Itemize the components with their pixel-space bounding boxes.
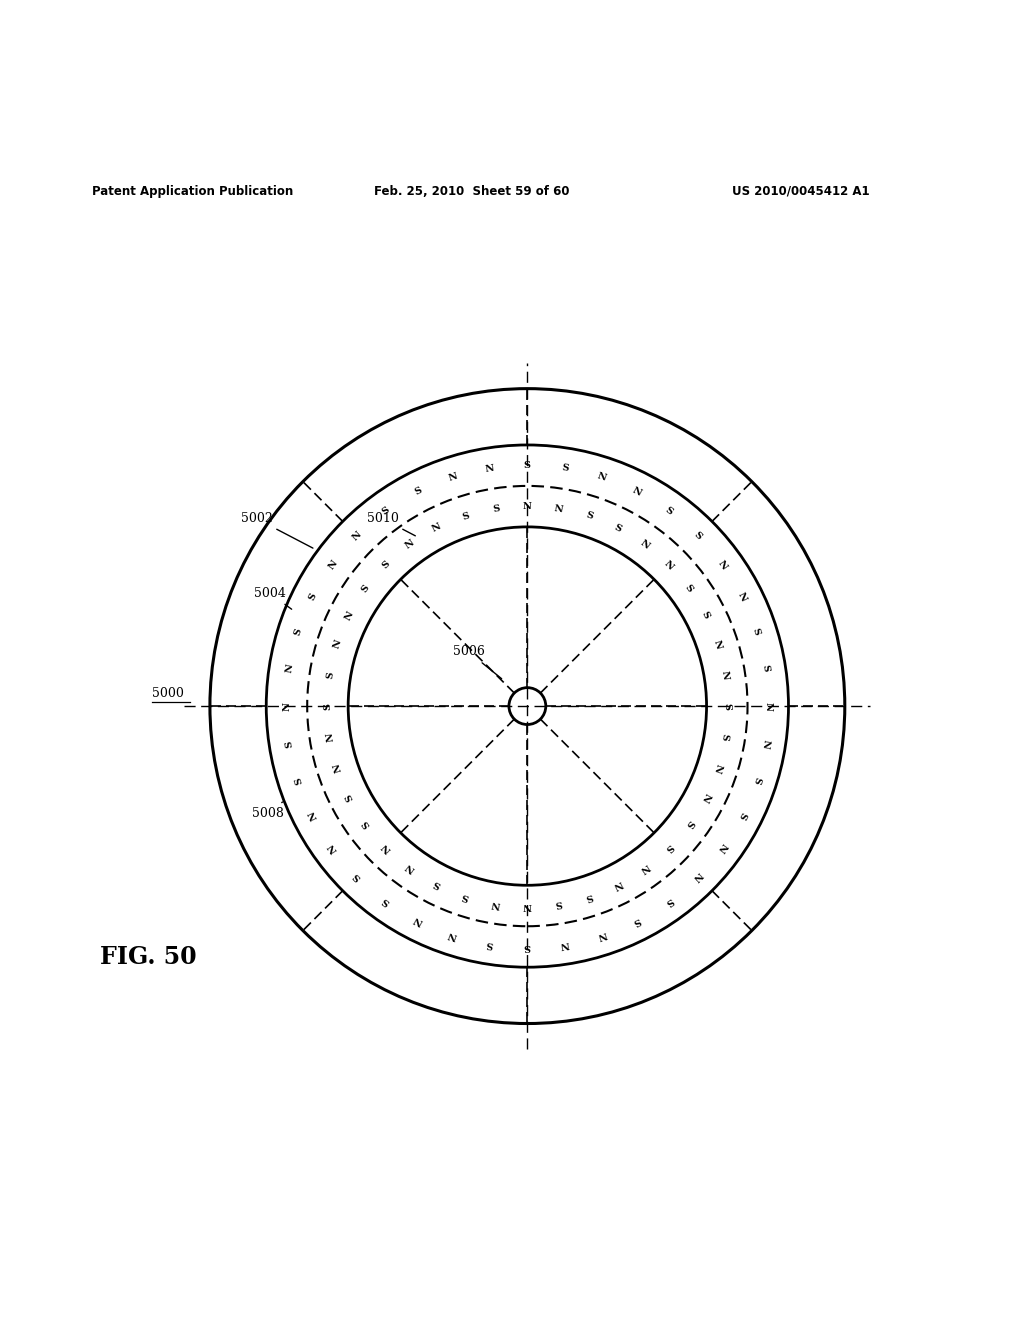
Text: S: S bbox=[381, 895, 391, 907]
Text: N: N bbox=[343, 610, 355, 622]
Text: N: N bbox=[327, 841, 339, 854]
Text: FIG. 50: FIG. 50 bbox=[100, 945, 197, 969]
Text: S: S bbox=[326, 671, 335, 678]
Text: N: N bbox=[720, 669, 730, 680]
Text: S: S bbox=[461, 511, 470, 521]
Text: N: N bbox=[447, 471, 459, 483]
Text: S: S bbox=[360, 818, 372, 829]
Text: N: N bbox=[412, 915, 424, 927]
Text: S: S bbox=[723, 702, 731, 710]
Text: N: N bbox=[403, 862, 416, 874]
Text: S: S bbox=[683, 818, 694, 829]
Text: N: N bbox=[639, 539, 651, 550]
Text: S: S bbox=[461, 891, 470, 902]
Text: S: S bbox=[664, 506, 674, 517]
Text: N: N bbox=[307, 809, 318, 821]
Text: S: S bbox=[664, 895, 674, 907]
Text: S: S bbox=[524, 942, 530, 952]
Text: N: N bbox=[760, 739, 770, 748]
Text: N: N bbox=[612, 878, 624, 890]
Text: N: N bbox=[447, 929, 459, 941]
Text: S: S bbox=[736, 810, 748, 821]
Text: N: N bbox=[596, 929, 607, 941]
Text: S: S bbox=[360, 583, 372, 594]
Text: N: N bbox=[596, 471, 607, 483]
Text: S: S bbox=[663, 842, 674, 853]
Text: N: N bbox=[560, 939, 570, 949]
Text: S: S bbox=[524, 461, 530, 470]
Text: N: N bbox=[351, 529, 364, 543]
Text: S: S bbox=[683, 583, 694, 594]
Text: S: S bbox=[381, 506, 391, 517]
Text: S: S bbox=[699, 610, 711, 620]
Text: S: S bbox=[381, 560, 392, 570]
Text: N: N bbox=[712, 639, 723, 649]
Text: S: S bbox=[632, 915, 642, 927]
Text: N: N bbox=[332, 762, 343, 774]
Text: 5006: 5006 bbox=[453, 645, 502, 678]
Text: 5000: 5000 bbox=[152, 686, 183, 700]
Text: N: N bbox=[716, 558, 728, 570]
Text: N: N bbox=[523, 502, 531, 511]
Text: S: S bbox=[751, 627, 762, 636]
Text: S: S bbox=[431, 878, 442, 890]
Text: N: N bbox=[332, 639, 343, 649]
Text: 5002: 5002 bbox=[241, 512, 313, 548]
Text: 5008: 5008 bbox=[252, 803, 284, 820]
Text: N: N bbox=[283, 702, 291, 710]
Text: S: S bbox=[585, 511, 594, 521]
Text: 5004: 5004 bbox=[254, 587, 292, 610]
Text: US 2010/0045412 A1: US 2010/0045412 A1 bbox=[732, 185, 869, 198]
Text: N: N bbox=[380, 841, 392, 854]
Text: S: S bbox=[612, 523, 624, 533]
Text: S: S bbox=[692, 531, 703, 541]
Text: S: S bbox=[324, 702, 332, 710]
Text: Feb. 25, 2010  Sheet 59 of 60: Feb. 25, 2010 Sheet 59 of 60 bbox=[374, 185, 569, 198]
Text: N: N bbox=[285, 664, 295, 673]
Text: N: N bbox=[736, 591, 748, 603]
Text: N: N bbox=[492, 898, 501, 908]
Text: N: N bbox=[663, 558, 675, 572]
Text: N: N bbox=[325, 733, 335, 742]
Text: S: S bbox=[485, 939, 494, 949]
Text: N: N bbox=[639, 862, 651, 874]
Text: N: N bbox=[699, 791, 712, 803]
Text: S: S bbox=[285, 739, 295, 748]
Text: N: N bbox=[691, 870, 703, 883]
Text: N: N bbox=[484, 463, 495, 474]
Text: N: N bbox=[327, 558, 339, 570]
Text: S: S bbox=[561, 463, 569, 474]
Text: S: S bbox=[351, 871, 362, 882]
Text: S: S bbox=[413, 486, 423, 498]
Text: S: S bbox=[720, 733, 729, 742]
Text: S: S bbox=[492, 504, 501, 513]
Text: N: N bbox=[712, 762, 723, 774]
Text: N: N bbox=[631, 486, 643, 498]
Text: N: N bbox=[716, 841, 728, 854]
Text: N: N bbox=[523, 902, 531, 911]
Text: N: N bbox=[554, 504, 563, 513]
Text: Patent Application Publication: Patent Application Publication bbox=[92, 185, 294, 198]
Text: N: N bbox=[431, 523, 442, 535]
Text: S: S bbox=[307, 591, 318, 602]
Text: S: S bbox=[293, 776, 304, 785]
Text: S: S bbox=[554, 899, 563, 908]
Text: S: S bbox=[344, 792, 355, 801]
Text: S: S bbox=[293, 627, 304, 636]
Text: S: S bbox=[760, 664, 770, 673]
Text: S: S bbox=[751, 776, 762, 785]
Text: N: N bbox=[764, 702, 772, 710]
Text: S: S bbox=[585, 891, 594, 902]
Text: N: N bbox=[403, 539, 416, 550]
Text: 5010: 5010 bbox=[367, 512, 416, 536]
